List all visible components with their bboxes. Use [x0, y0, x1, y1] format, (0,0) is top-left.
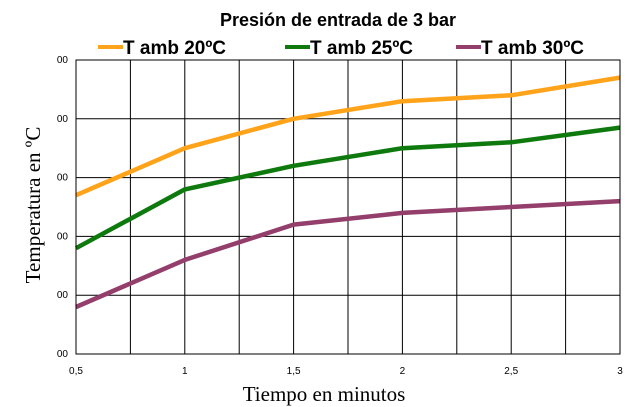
x-tick-label: 0,5 — [69, 366, 83, 377]
x-tick-label: 2,5 — [504, 366, 518, 377]
y-tick-label: 00 — [57, 173, 69, 184]
legend-item-series-0: T amb 20ºC — [98, 38, 226, 59]
x-tick-label: 2 — [400, 366, 406, 377]
legend: T amb 20ºC T amb 25ºC T amb 30ºC — [98, 38, 584, 59]
series-lines — [74, 75, 621, 310]
y-tick-labels: 00 00 00 00 00 00 — [57, 55, 69, 360]
series-line-0 — [75, 75, 621, 198]
legend-label-series-0: T amb 20ºC — [123, 38, 226, 59]
chart-title: Presión de entrada de 3 bar — [220, 10, 456, 30]
y-tick-label: 00 — [57, 114, 69, 125]
plot-area-border — [75, 59, 621, 355]
y-tick-label: 00 — [57, 290, 69, 301]
y-tick-label: 00 — [57, 55, 69, 66]
y-axis-label: Temperatura en ºC — [21, 127, 45, 284]
y-tick-label: 00 — [57, 231, 69, 242]
series-line-1 — [74, 125, 621, 251]
x-tick-label: 1,5 — [287, 366, 301, 377]
legend-item-series-2: T amb 30ºC — [456, 38, 584, 59]
series-line-2 — [75, 198, 621, 310]
x-tick-labels: 0,5 1 1,5 2 2,5 3 — [69, 366, 623, 377]
y-tick-label: 00 — [57, 349, 69, 360]
legend-label-series-2: T amb 30ºC — [481, 38, 584, 59]
x-tick-label: 3 — [617, 366, 623, 377]
x-tick-label: 1 — [182, 366, 188, 377]
legend-label-series-1: T amb 25ºC — [310, 38, 413, 59]
x-axis-label: Tiempo en minutos — [243, 382, 406, 406]
legend-item-series-1: T amb 25ºC — [285, 38, 413, 59]
